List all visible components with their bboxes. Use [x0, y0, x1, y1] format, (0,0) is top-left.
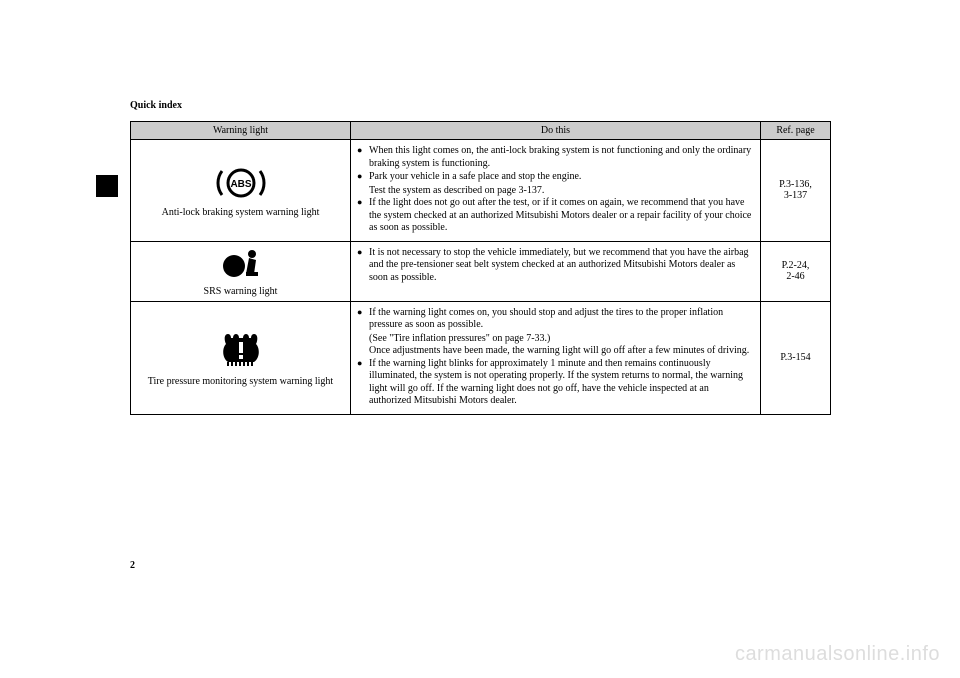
bullet: If the warning light blinks for approxim…: [357, 358, 752, 408]
ref-cell: P.3-154: [761, 301, 831, 414]
header-ref-page: Ref. page: [761, 122, 831, 140]
bullet: Park your vehicle in a safe place and st…: [357, 171, 752, 184]
subline: Test the system as described on page 3-1…: [357, 185, 752, 198]
section-title: Quick index: [130, 100, 830, 111]
table-row: SRS warning light It is not necessary to…: [131, 241, 831, 301]
abs-icon: ABS: [213, 165, 269, 201]
svg-text:ABS: ABS: [230, 179, 251, 190]
icon-cell-abs: ABS Anti-lock braking system warning lig…: [131, 140, 351, 242]
header-warning-light: Warning light: [131, 122, 351, 140]
do-cell: It is not necessary to stop the vehicle …: [351, 241, 761, 301]
bullet: If the warning light comes on, you shoul…: [357, 307, 752, 332]
table-row: Tire pressure monitoring system warning …: [131, 301, 831, 414]
page-number: 2: [130, 560, 135, 571]
tpms-icon: [218, 330, 264, 370]
icon-cell-tpms: Tire pressure monitoring system warning …: [131, 301, 351, 414]
warning-light-table: Warning light Do this Ref. page ABS: [130, 121, 831, 415]
header-do-this: Do this: [351, 122, 761, 140]
bullet: If the light does not go out after the t…: [357, 197, 752, 235]
ref-cell: P.2-24, 2-46: [761, 241, 831, 301]
bullet: When this light comes on, the anti-lock …: [357, 145, 752, 170]
do-cell: When this light comes on, the anti-lock …: [351, 140, 761, 242]
watermark: carmanualsonline.info: [735, 643, 940, 666]
icon-label: Tire pressure monitoring system warning …: [135, 376, 346, 387]
page-content: Quick index Warning light Do this Ref. p…: [130, 100, 830, 415]
icon-cell-srs: SRS warning light: [131, 241, 351, 301]
side-tab: [96, 175, 118, 197]
subline: (See "Tire inflation pressures" on page …: [357, 333, 752, 358]
srs-icon: [216, 248, 266, 280]
table-row: ABS Anti-lock braking system warning lig…: [131, 140, 831, 242]
do-cell: If the warning light comes on, you shoul…: [351, 301, 761, 414]
ref-cell: P.3-136, 3-137: [761, 140, 831, 242]
icon-label: Anti-lock braking system warning light: [135, 207, 346, 218]
icon-label: SRS warning light: [135, 286, 346, 297]
bullet: It is not necessary to stop the vehicle …: [357, 247, 752, 285]
